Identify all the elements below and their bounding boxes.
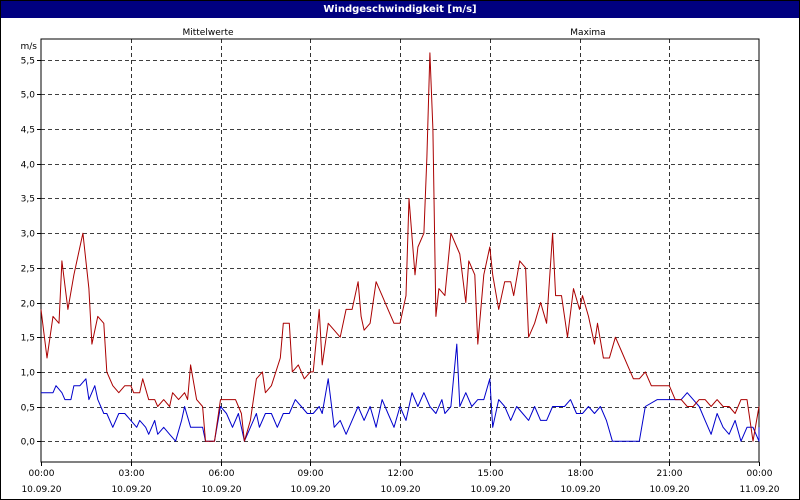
x-tick-date-label: 10.09.20 — [201, 485, 241, 495]
y-tick-label: 0,0 — [21, 438, 36, 448]
x-tick-date-label: 10.09.20 — [111, 485, 151, 495]
x-tick-time-label: 06:00 — [209, 469, 235, 479]
y-tick-label: 4,0 — [21, 161, 36, 171]
series-line-maxima — [40, 52, 760, 442]
x-tick-time-label: 09:00 — [298, 469, 324, 479]
x-tick-date-label: 10.09.20 — [649, 485, 689, 495]
x-tick-time-label: 21:00 — [657, 469, 683, 479]
y-tick-label: 5,0 — [21, 91, 36, 101]
y-tick-label: 0,5 — [21, 404, 35, 414]
x-tick-time-label: 03:00 — [119, 469, 145, 479]
legend: Mittelwerte Maxima — [182, 28, 605, 38]
window-title: Windgeschwindigkeit [m/s] — [1, 1, 799, 18]
x-tick-time-label: 12:00 — [388, 469, 414, 479]
y-tick-label: 2,5 — [21, 265, 35, 275]
legend-label-mittelwerte: Mittelwerte — [182, 28, 233, 38]
y-axis: 0,0 0,5 1,0 1,5 2,0 2,5 3,0 3,5 4,0 4,5 5,0 5,5 m/s — [21, 42, 41, 448]
chart-grid — [41, 39, 759, 462]
y-tick-label: 3,0 — [21, 230, 36, 240]
x-tick-time-label: 15:00 — [478, 469, 504, 479]
x-tick-date-label: 10.09.20 — [21, 485, 61, 495]
x-tick-date-label: 10.09.20 — [290, 485, 330, 495]
y-tick-label: 2,0 — [21, 300, 36, 310]
x-tick-date-label: 10.09.20 — [470, 485, 510, 495]
y-tick-label: 1,5 — [21, 334, 35, 344]
series-line-mittelwerte — [41, 343, 760, 442]
x-tick-time-label: 00:00 — [747, 469, 773, 479]
x-tick-time-label: 00:00 — [29, 469, 55, 479]
y-tick-label: 4,5 — [21, 126, 35, 136]
y-tick-label: 1,0 — [21, 369, 36, 379]
y-tick-label: 5,5 — [21, 57, 35, 67]
x-tick-time-label: 18:00 — [568, 469, 594, 479]
x-tick-date-label: 11.09.20 — [739, 485, 779, 495]
x-tick-date-label: 10.09.20 — [560, 485, 600, 495]
x-tick-date-label: 10.09.20 — [380, 485, 420, 495]
y-tick-label: 3,5 — [21, 195, 35, 205]
y-axis-label: m/s — [21, 42, 38, 52]
legend-label-maxima: Maxima — [570, 28, 605, 38]
series-group — [40, 52, 760, 442]
x-axis: 00:00 10.09.20 03:00 10.09.20 06:00 10.09.20 0… — [21, 462, 780, 495]
